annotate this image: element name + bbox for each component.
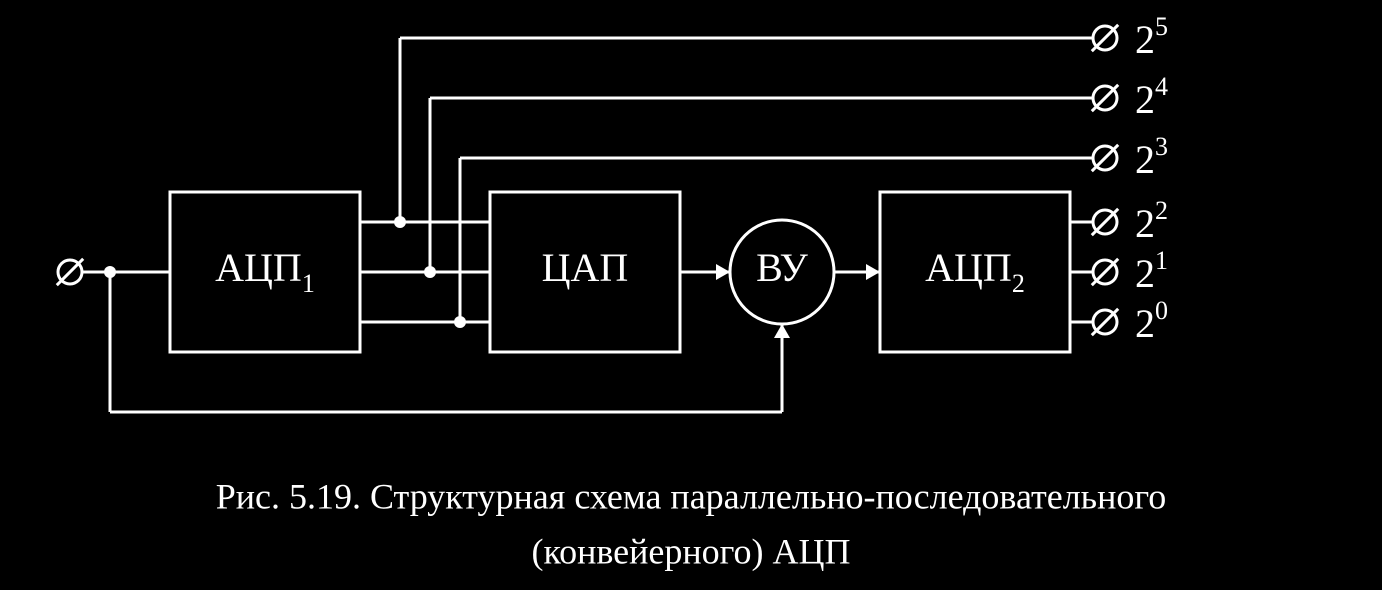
- caption-line2: (конвейерного) АЦП: [531, 531, 850, 571]
- vu-label: ВУ: [756, 245, 808, 290]
- block-diagram: АЦП1ЦАП252423ВУАЦП2222120Рис. 5.19. Стру…: [0, 0, 1382, 590]
- caption-line1: Рис. 5.19. Структурная схема параллельно…: [216, 476, 1166, 516]
- dac-label: ЦАП: [542, 245, 629, 290]
